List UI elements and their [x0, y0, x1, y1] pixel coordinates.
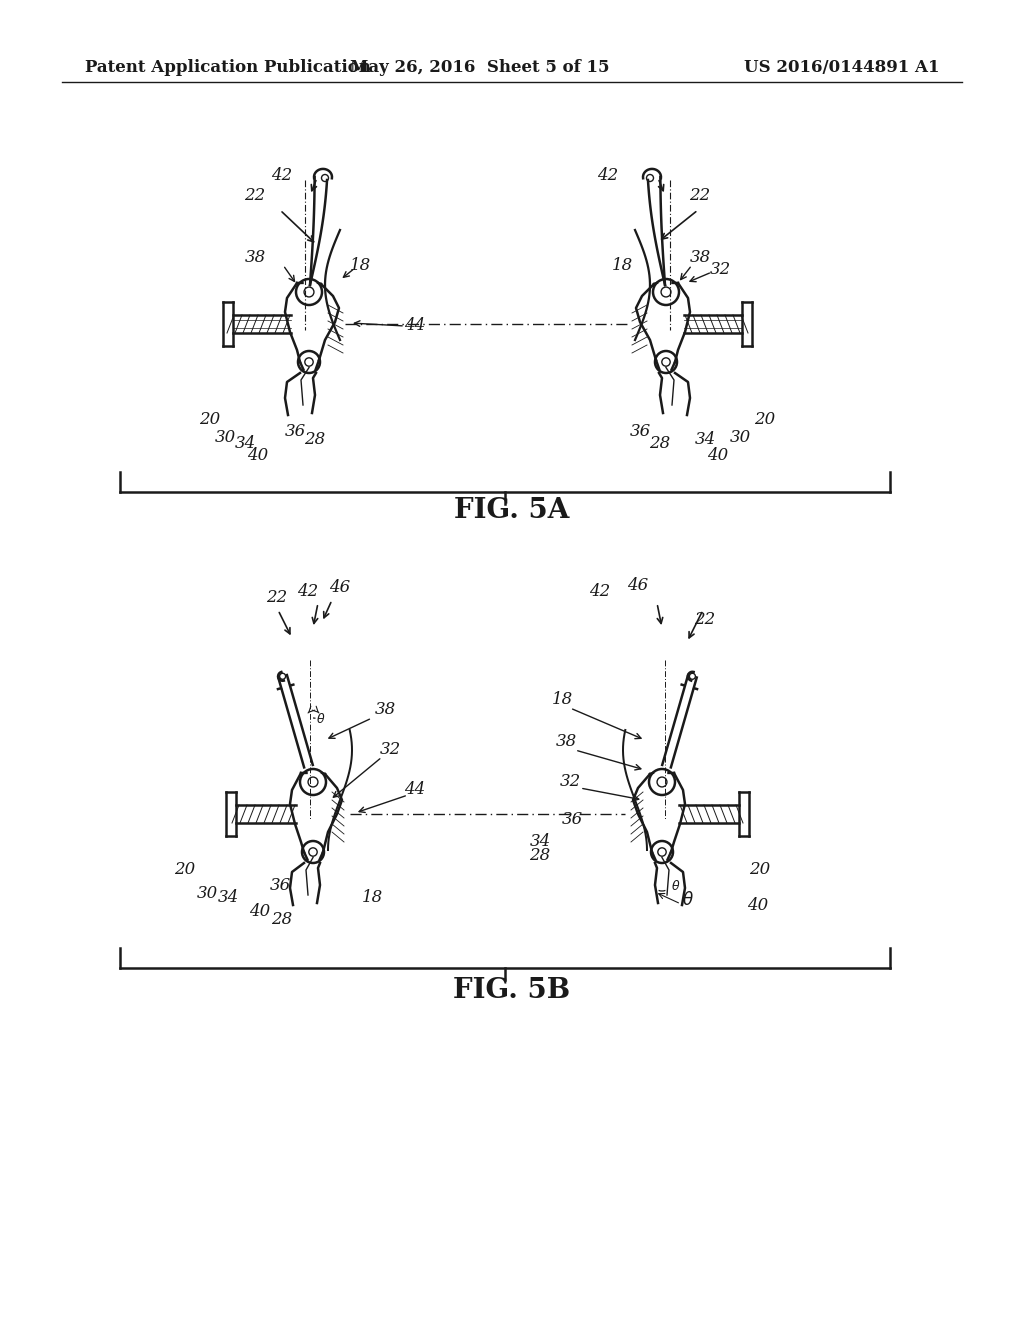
Text: 38: 38 — [375, 701, 395, 718]
Text: 18: 18 — [361, 890, 383, 907]
Text: 42: 42 — [297, 583, 318, 601]
Text: 44: 44 — [404, 317, 426, 334]
Text: 34: 34 — [234, 434, 256, 451]
Text: May 26, 2016  Sheet 5 of 15: May 26, 2016 Sheet 5 of 15 — [350, 59, 609, 77]
Text: 34: 34 — [217, 890, 239, 907]
Text: 38: 38 — [555, 734, 577, 751]
Text: $\theta$: $\theta$ — [672, 879, 681, 894]
Text: 44: 44 — [404, 781, 426, 799]
Text: 32: 32 — [379, 742, 400, 759]
Text: $\theta$: $\theta$ — [316, 711, 326, 726]
Text: 20: 20 — [750, 862, 771, 879]
Text: 38: 38 — [245, 249, 265, 267]
Text: 20: 20 — [755, 412, 775, 429]
Text: 32: 32 — [559, 774, 581, 791]
Text: 28: 28 — [649, 434, 671, 451]
Text: 40: 40 — [708, 446, 729, 463]
Text: 20: 20 — [200, 412, 220, 429]
Text: 40: 40 — [250, 903, 270, 920]
Text: FIG. 5A: FIG. 5A — [455, 496, 569, 524]
Text: 30: 30 — [197, 884, 218, 902]
Text: 32: 32 — [710, 261, 731, 279]
Text: 46: 46 — [330, 579, 350, 597]
Text: FIG. 5B: FIG. 5B — [454, 977, 570, 1003]
Text: 30: 30 — [214, 429, 236, 446]
Text: 28: 28 — [304, 432, 326, 449]
Text: 22: 22 — [689, 186, 711, 203]
Text: 42: 42 — [597, 166, 618, 183]
Text: 34: 34 — [529, 833, 551, 850]
Text: 34: 34 — [694, 432, 716, 449]
Text: 28: 28 — [271, 912, 293, 928]
Text: 46: 46 — [628, 578, 648, 594]
Text: 38: 38 — [689, 249, 711, 267]
Text: 22: 22 — [266, 590, 288, 606]
Text: Patent Application Publication: Patent Application Publication — [85, 59, 371, 77]
Text: 22: 22 — [694, 611, 716, 628]
Text: US 2016/0144891 A1: US 2016/0144891 A1 — [744, 59, 940, 77]
Text: 18: 18 — [349, 256, 371, 273]
Text: $\theta$: $\theta$ — [682, 891, 694, 909]
Text: 30: 30 — [729, 429, 751, 446]
Text: 36: 36 — [285, 424, 305, 441]
Text: 36: 36 — [630, 424, 650, 441]
Text: 42: 42 — [271, 166, 293, 183]
Text: 40: 40 — [248, 446, 268, 463]
Text: 40: 40 — [748, 896, 769, 913]
Text: 36: 36 — [269, 876, 291, 894]
Text: 18: 18 — [551, 692, 572, 709]
Text: 42: 42 — [590, 583, 610, 601]
Text: 18: 18 — [611, 256, 633, 273]
Text: 20: 20 — [174, 862, 196, 879]
Text: 28: 28 — [529, 847, 551, 865]
Text: 36: 36 — [561, 812, 583, 829]
Text: 22: 22 — [245, 186, 265, 203]
